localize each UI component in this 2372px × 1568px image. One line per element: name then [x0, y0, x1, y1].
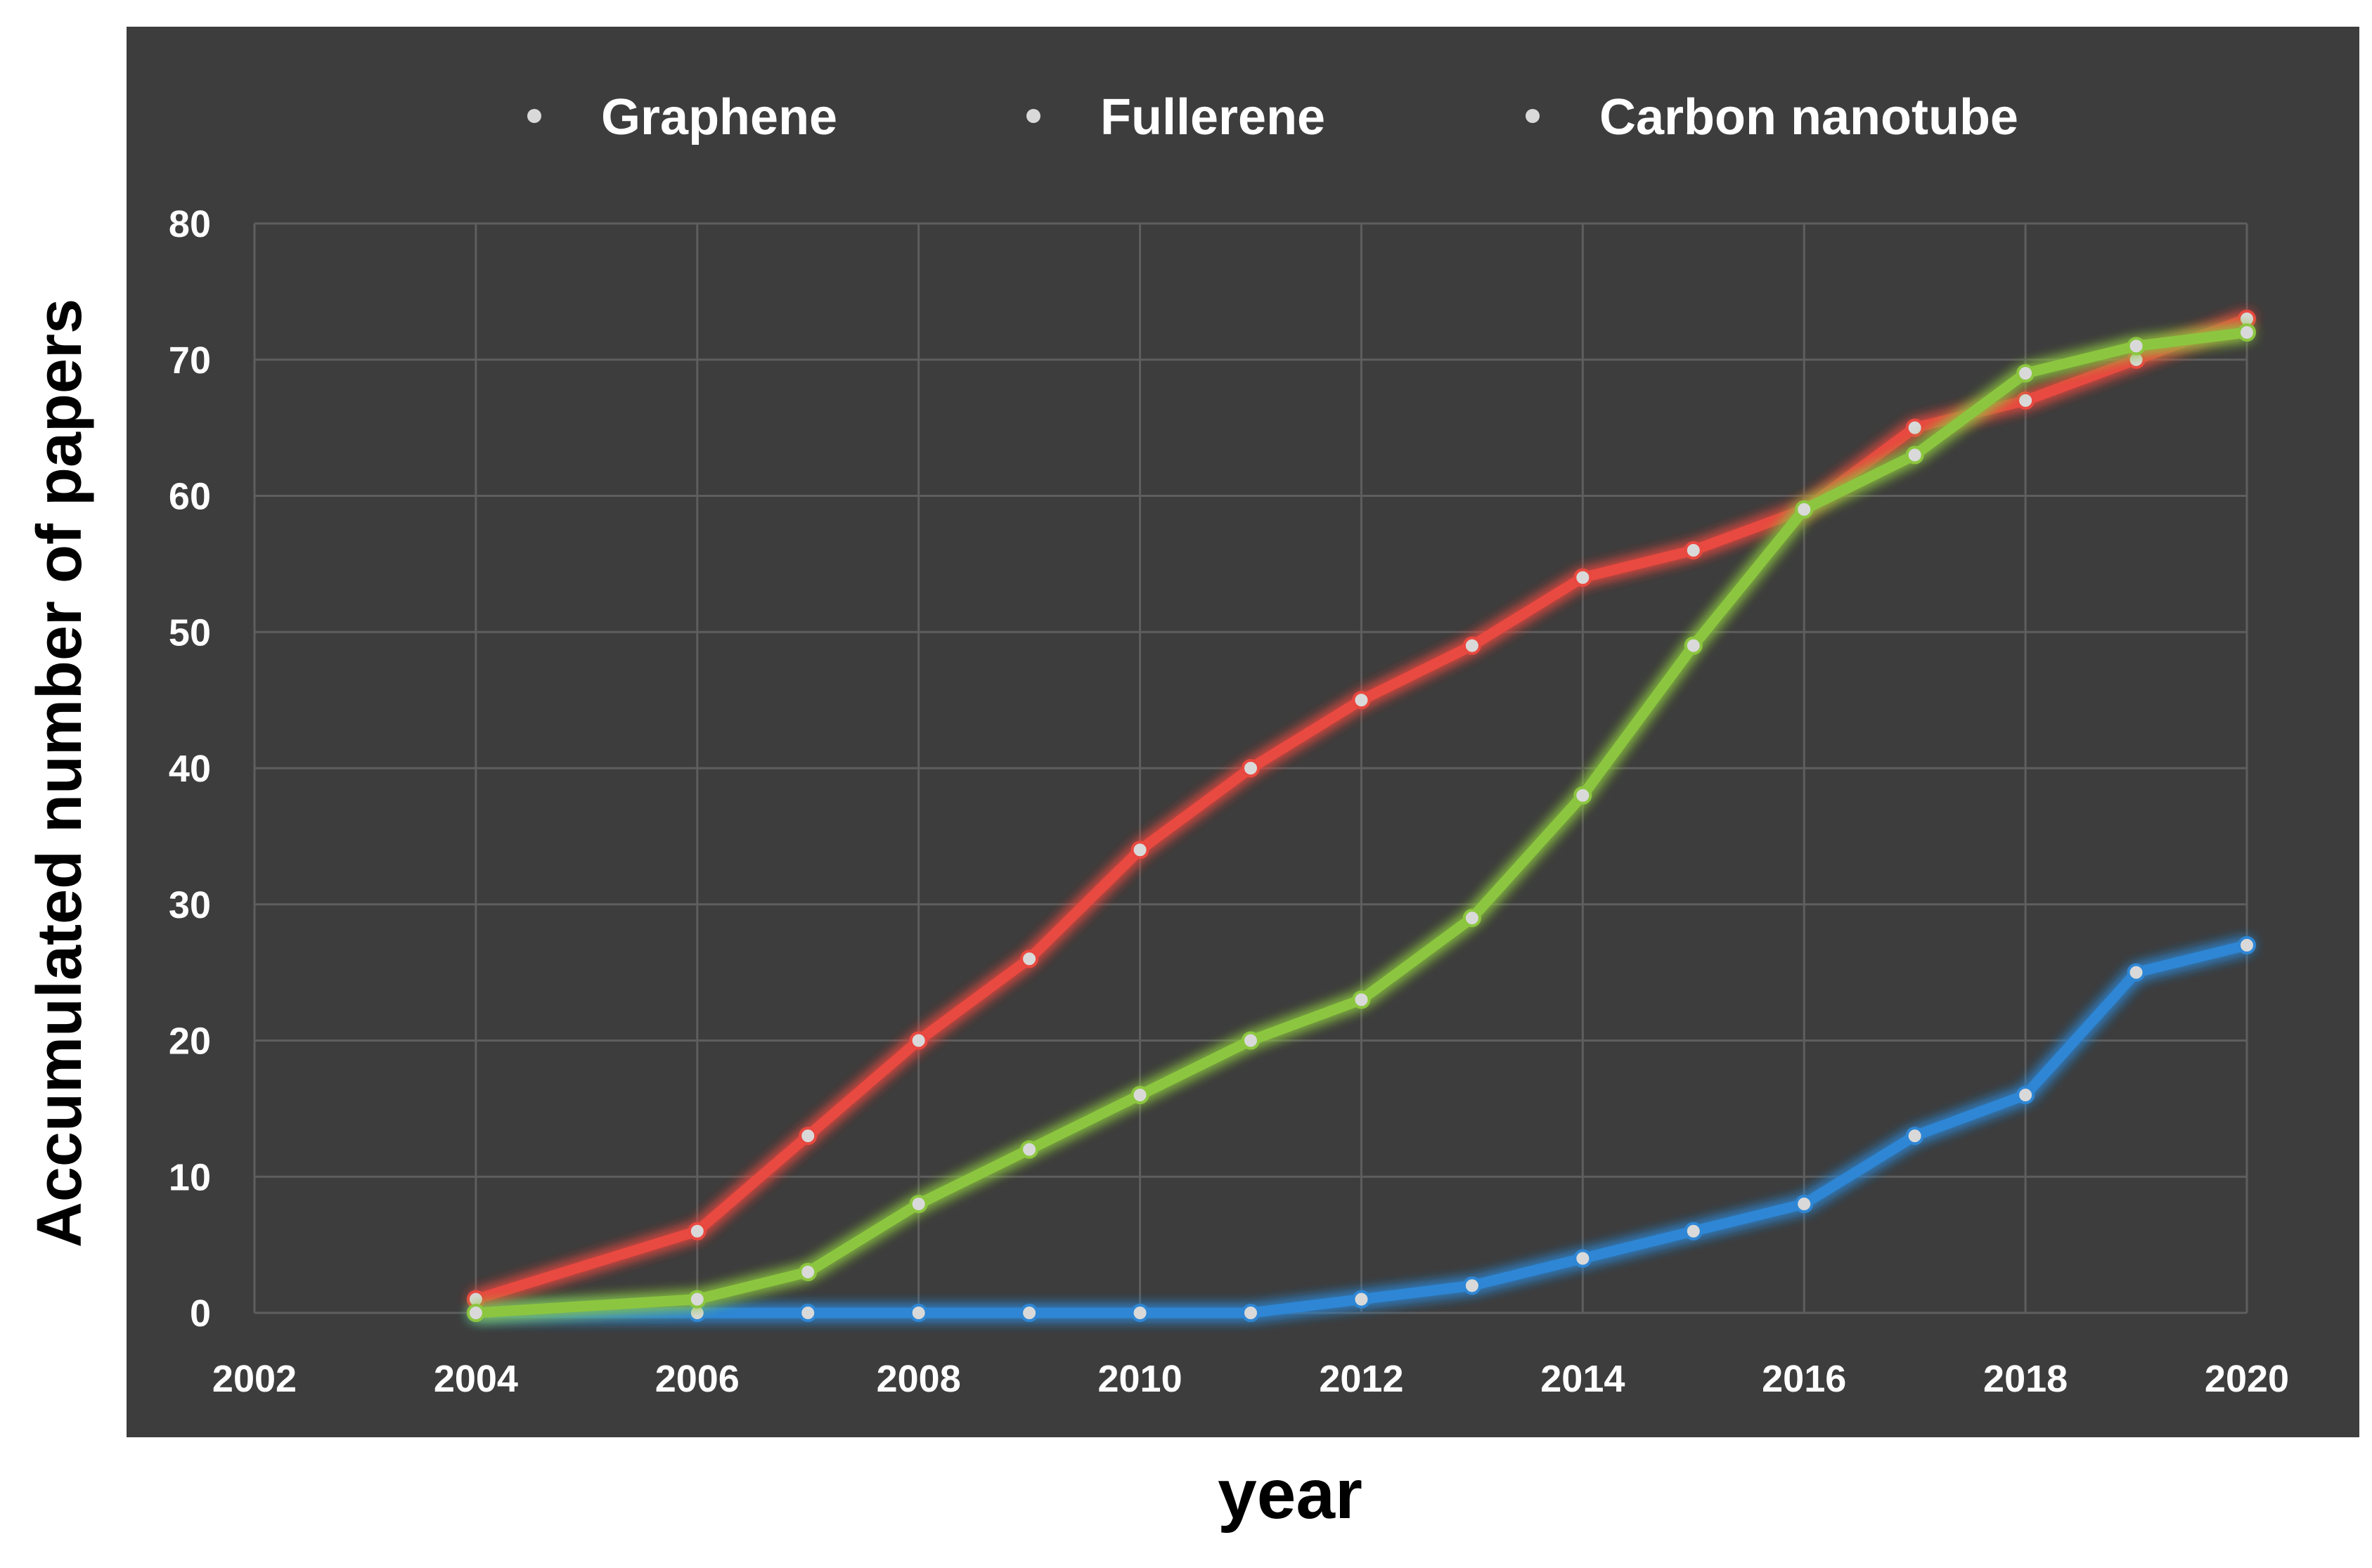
- y-tick-label: 60: [169, 476, 211, 518]
- x-tick-label: 2020: [2205, 1358, 2289, 1400]
- data-point: [1573, 568, 1592, 587]
- legend-item: Fullerene: [972, 89, 1325, 145]
- data-point: [1573, 1249, 1592, 1268]
- series-line: [470, 327, 2252, 1318]
- data-point: [1462, 636, 1481, 655]
- data-point: [688, 1222, 707, 1240]
- data-point: [1684, 541, 1703, 559]
- data-point: [1020, 1304, 1039, 1322]
- data-point: [1242, 1304, 1260, 1322]
- data-point: [1905, 418, 1924, 437]
- legend-item: Carbon nanotube: [1471, 89, 2018, 145]
- chart-background: [127, 27, 2359, 1437]
- x-tick-label: 2004: [434, 1358, 518, 1400]
- x-tick-label: 2012: [1319, 1358, 1403, 1400]
- legend-label: Graphene: [601, 89, 837, 145]
- series-lines: [466, 309, 2256, 1322]
- y-tick-label: 30: [169, 884, 211, 926]
- x-tick-label: 2006: [655, 1358, 740, 1400]
- x-tick-label: 2002: [212, 1358, 297, 1400]
- legend-marker: [527, 109, 541, 123]
- y-tick-label: 80: [169, 203, 211, 245]
- legend-marker: [1026, 109, 1040, 123]
- data-point: [909, 1031, 928, 1050]
- y-axis-ticks: 0 10 20 30 40 50 60 70 80: [169, 203, 211, 1335]
- data-point: [1684, 636, 1703, 655]
- data-point: [2238, 935, 2256, 954]
- legend-item: Graphene: [472, 89, 837, 145]
- data-point: [1573, 786, 1592, 805]
- data-point: [1352, 1290, 1371, 1309]
- legend-label: Carbon nanotube: [1599, 89, 2018, 145]
- data-point: [1795, 500, 1814, 519]
- y-tick-label: 0: [190, 1292, 211, 1335]
- legend-label: Fullerene: [1100, 89, 1325, 145]
- data-point: [799, 1262, 818, 1281]
- data-point: [2016, 1086, 2035, 1104]
- legend-marker: [1526, 109, 1540, 123]
- y-tick-label: 10: [169, 1156, 211, 1198]
- y-tick-label: 40: [169, 748, 211, 790]
- data-point: [1020, 1140, 1039, 1159]
- data-point: [1242, 1031, 1260, 1050]
- data-point: [688, 1290, 707, 1309]
- legend: Graphene Fullerene Carbon nanotube: [472, 89, 2018, 145]
- data-point: [1130, 1304, 1149, 1322]
- series-line: [470, 940, 2252, 1318]
- data-point: [909, 1304, 928, 1322]
- data-point: [2127, 337, 2146, 356]
- data-point: [1130, 1086, 1149, 1104]
- data-point: [2016, 391, 2035, 410]
- x-tick-label: 2014: [1540, 1358, 1625, 1400]
- x-tick-label: 2010: [1097, 1358, 1182, 1400]
- data-point: [1020, 950, 1039, 968]
- data-point: [1684, 1222, 1703, 1240]
- data-point: [1242, 759, 1260, 777]
- data-point: [2016, 364, 2035, 383]
- x-tick-label: 2016: [1762, 1358, 1846, 1400]
- data-point: [1795, 1195, 1814, 1213]
- data-point: [2238, 323, 2256, 342]
- x-tick-label: 2008: [877, 1358, 961, 1400]
- y-axis-title: Accumulated number of papers: [25, 299, 95, 1248]
- y-tick-label: 20: [169, 1021, 211, 1063]
- data-point: [1130, 841, 1149, 860]
- data-point: [1905, 446, 1924, 465]
- y-tick-label: 70: [169, 339, 211, 382]
- data-point: [2127, 963, 2146, 982]
- x-axis-title: year: [1218, 1455, 1362, 1534]
- data-point: [799, 1127, 818, 1146]
- data-point: [1352, 990, 1371, 1009]
- data-point: [1905, 1127, 1924, 1146]
- data-point: [1352, 691, 1371, 710]
- y-tick-label: 50: [169, 611, 211, 654]
- data-point: [1462, 1276, 1481, 1295]
- data-point: [1462, 909, 1481, 928]
- x-axis-ticks: 2002 2004 2006 2008 2010 2012 2014 2016 2018 2020: [212, 1358, 2289, 1400]
- data-point: [799, 1304, 818, 1322]
- data-point: [466, 1304, 485, 1322]
- x-tick-label: 2018: [1983, 1358, 2068, 1400]
- series-carbon-nanotube: [466, 323, 2256, 1322]
- data-point: [909, 1195, 928, 1213]
